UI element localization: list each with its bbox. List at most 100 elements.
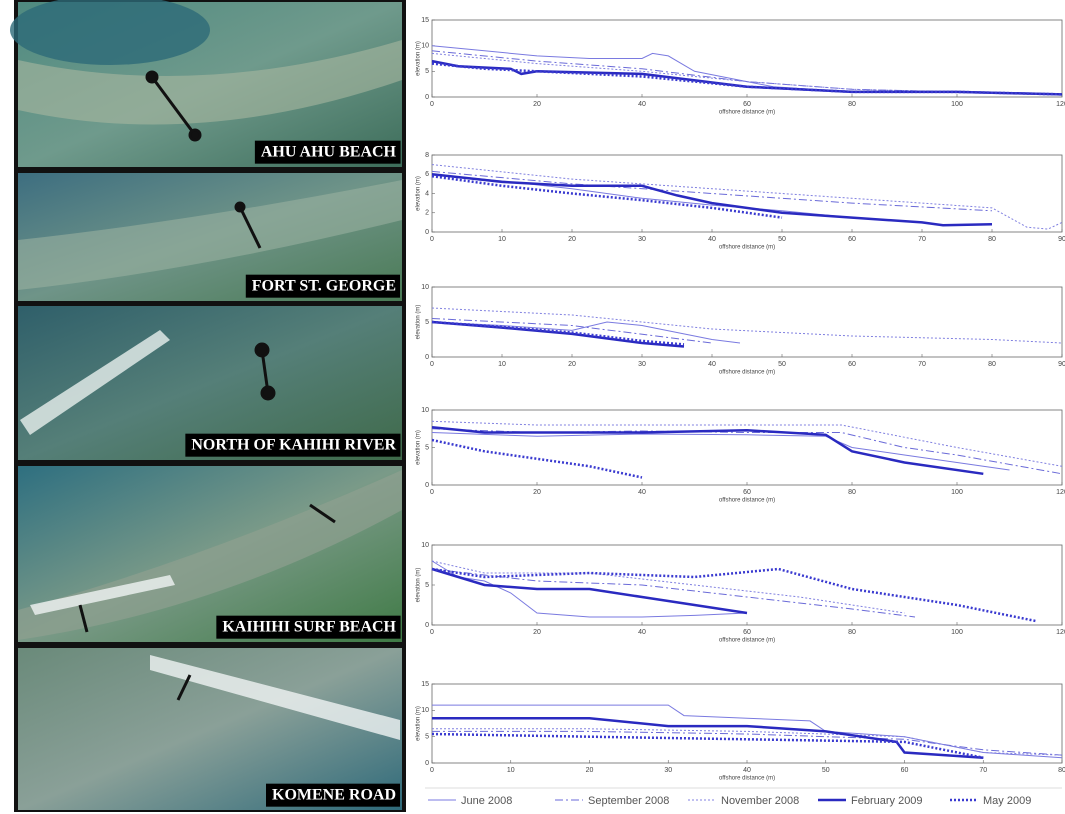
x-tick-label: 0 <box>430 236 434 243</box>
y-tick-label: 5 <box>425 444 429 451</box>
x-tick-label: 60 <box>901 767 909 774</box>
y-axis-label: elevation (m) <box>416 706 422 741</box>
photo-surf <box>150 655 400 740</box>
profile-line <box>431 174 783 219</box>
x-tick-label: 40 <box>743 767 751 774</box>
transect-end <box>234 201 246 213</box>
x-tick-label: 120 <box>1056 101 1065 108</box>
profile-line <box>431 428 1063 475</box>
x-axis-label: offshore distance (m) <box>719 370 775 376</box>
transect <box>176 674 192 701</box>
plot-area <box>431 409 1063 486</box>
x-tick-label: 30 <box>664 767 672 774</box>
x-tick-label: 0 <box>430 489 434 496</box>
transect-end <box>145 70 159 84</box>
x-tick-label: 50 <box>778 236 786 243</box>
x-tick-label: 120 <box>1056 489 1065 496</box>
y-axis-label: elevation (m) <box>416 568 422 603</box>
x-tick-label: 70 <box>918 361 926 368</box>
x-axis-label: offshore distance (m) <box>719 776 775 782</box>
x-tick-label: 40 <box>638 101 646 108</box>
x-tick-label: 40 <box>638 489 646 496</box>
y-tick-label: 10 <box>421 284 429 291</box>
profile-line <box>431 173 993 227</box>
x-tick-label: 10 <box>498 361 506 368</box>
x-tick-label: 60 <box>848 361 856 368</box>
photo-beach <box>18 180 402 290</box>
photo-surf <box>20 330 170 435</box>
profile-line <box>431 438 643 479</box>
y-tick-label: 5 <box>425 734 429 741</box>
x-tick-label: 0 <box>430 629 434 636</box>
x-tick-label: 0 <box>430 101 434 108</box>
legend-label: June 2008 <box>461 795 512 807</box>
legend-label: February 2009 <box>851 795 923 807</box>
x-axis-label: offshore distance (m) <box>719 245 775 251</box>
y-tick-label: 15 <box>421 681 429 688</box>
y-axis-label: elevation (m) <box>416 41 422 76</box>
site-label-bg <box>245 274 400 298</box>
photo-water <box>10 0 210 65</box>
site-label: KOMENE ROAD <box>272 787 396 804</box>
x-tick-label: 20 <box>568 236 576 243</box>
x-tick-label: 80 <box>988 361 996 368</box>
plot-area <box>431 286 1063 358</box>
y-tick-label: 0 <box>425 760 429 767</box>
photo-surf <box>30 575 175 615</box>
x-tick-label: 10 <box>498 236 506 243</box>
photo-beach <box>18 40 402 125</box>
site-label: FORT ST. GEORGE <box>252 278 396 295</box>
transect-end <box>260 385 276 401</box>
site-label-bg <box>216 615 401 639</box>
y-tick-label: 10 <box>421 542 429 549</box>
y-tick-label: 5 <box>425 319 429 326</box>
y-tick-label: 2 <box>425 210 429 217</box>
x-tick-label: 120 <box>1056 629 1065 636</box>
x-tick-label: 30 <box>638 236 646 243</box>
site-label: AHU AHU BEACH <box>261 144 397 161</box>
y-tick-label: 10 <box>421 407 429 414</box>
x-tick-label: 0 <box>430 767 434 774</box>
y-tick-label: 10 <box>421 707 429 714</box>
profile-line <box>432 704 1063 759</box>
transect-end <box>188 128 202 142</box>
x-tick-label: 40 <box>638 629 646 636</box>
plot-area <box>431 544 1063 626</box>
y-axis-label: elevation (m) <box>416 305 422 340</box>
photos <box>10 0 406 812</box>
legend-label: May 2009 <box>983 795 1031 807</box>
x-tick-label: 100 <box>951 101 963 108</box>
y-axis-label: elevation (m) <box>416 430 422 465</box>
x-tick-label: 60 <box>743 489 751 496</box>
profile-line <box>432 716 984 759</box>
site-label-bg <box>254 140 401 164</box>
y-tick-label: 5 <box>425 582 429 589</box>
transect <box>78 604 89 633</box>
profile-line <box>431 318 713 344</box>
site-label: NORTH OF KAHIHI RIVER <box>191 437 396 454</box>
legend-label: November 2008 <box>721 795 799 807</box>
x-tick-label: 70 <box>979 767 987 774</box>
profile-line <box>431 164 1063 230</box>
profile-line <box>431 321 741 344</box>
profile-line <box>431 560 905 614</box>
x-tick-label: 50 <box>778 361 786 368</box>
x-tick-label: 80 <box>988 236 996 243</box>
profile-line <box>431 432 1010 471</box>
transect-end <box>254 342 270 358</box>
profile-line <box>431 307 1063 344</box>
profile-line <box>431 320 685 346</box>
x-tick-label: 100 <box>951 489 963 496</box>
x-tick-label: 20 <box>533 101 541 108</box>
x-tick-label: 50 <box>822 767 830 774</box>
site-label-bg <box>185 433 401 457</box>
y-tick-label: 0 <box>425 94 429 101</box>
transect <box>150 76 197 136</box>
x-tick-label: 20 <box>533 629 541 636</box>
profile-line <box>431 560 748 618</box>
y-tick-label: 0 <box>425 354 429 361</box>
profile-line <box>431 567 1037 623</box>
y-tick-label: 0 <box>425 482 429 489</box>
y-tick-label: 8 <box>425 152 429 159</box>
